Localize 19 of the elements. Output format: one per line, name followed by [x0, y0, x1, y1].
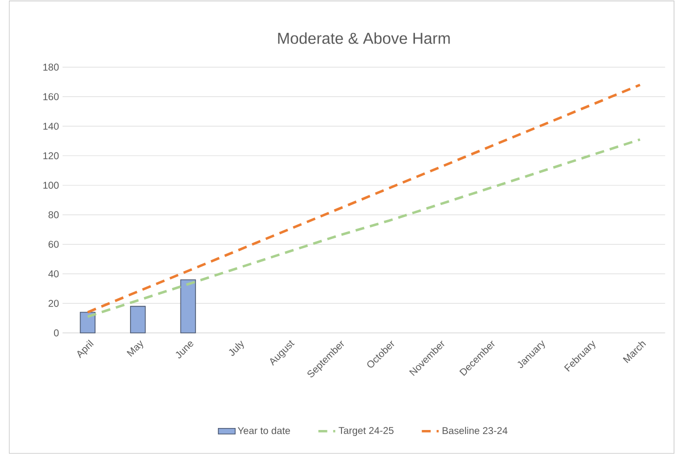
- x-tick-label: May: [126, 340, 144, 356]
- legend-label: Target 24-25: [338, 426, 394, 436]
- bar: [130, 306, 146, 334]
- legend-label: Year to date: [238, 426, 290, 434]
- y-tick-label: 160: [43, 93, 59, 100]
- y-tick-label: 20: [48, 300, 59, 307]
- chart-title: Moderate & Above Harm: [278, 32, 450, 44]
- y-tick-label: 80: [48, 211, 59, 218]
- y-tick-label: 60: [48, 240, 59, 248]
- y-tick-label: 120: [43, 152, 59, 160]
- bar: [80, 312, 96, 334]
- legend-label: Baseline 23-24: [442, 426, 508, 434]
- bar: [180, 279, 196, 334]
- y-tick-label: 140: [43, 122, 59, 130]
- x-tick-label: July: [228, 340, 244, 356]
- y-tick-label: 40: [48, 270, 59, 278]
- y-tick-label: 180: [43, 63, 59, 70]
- y-tick-label: 0: [54, 329, 59, 336]
- y-tick-label: 100: [43, 182, 59, 189]
